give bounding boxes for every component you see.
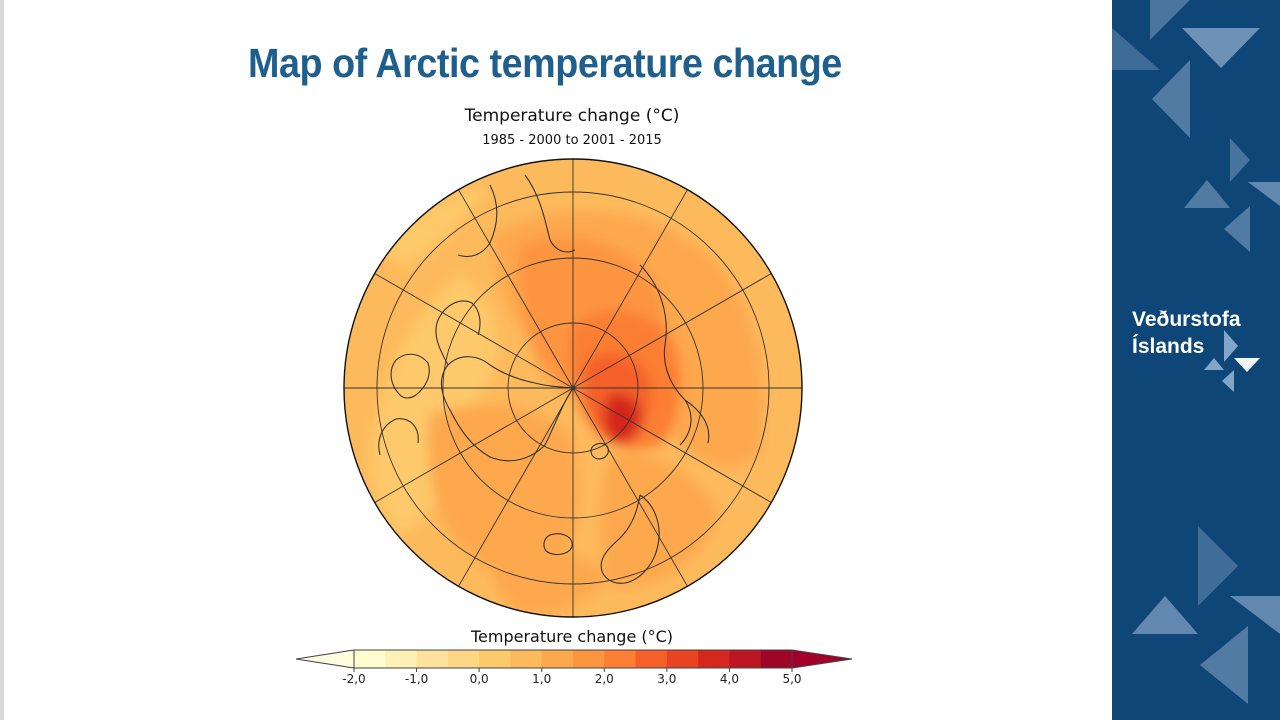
colorbar-extend-under — [295, 649, 355, 669]
eurasia-coast — [639, 264, 710, 446]
arctic-temperature-map — [343, 158, 803, 618]
decor-triangle — [1182, 28, 1260, 68]
map-boundary — [343, 158, 803, 618]
decor-triangle — [1222, 370, 1234, 392]
colorbar-cell — [635, 650, 668, 668]
alaska-siberia-coast — [457, 174, 576, 258]
map-title: Temperature change (°C) — [464, 106, 680, 126]
coastlines — [378, 174, 710, 584]
colorbar-cell — [510, 650, 543, 668]
decor-triangle — [1230, 596, 1280, 634]
colorbar-cell — [354, 650, 386, 668]
brand-wordmark: Veðurstofa Íslands — [1132, 306, 1241, 360]
scandinavia-coast — [600, 494, 660, 584]
decor-triangle — [1150, 0, 1190, 40]
colorbar-title: Temperature change (°C) — [470, 627, 674, 646]
decor-triangle — [1224, 206, 1250, 252]
decor-triangle — [1224, 330, 1238, 362]
decor-triangle — [1204, 358, 1224, 370]
colorbar-tick-label: -2,0 — [342, 672, 365, 686]
colorbar-tick-label: 5,0 — [782, 672, 801, 686]
colorbar-tick-label: 4,0 — [720, 672, 739, 686]
field-region — [428, 404, 580, 595]
meridian-line — [572, 189, 688, 389]
colorbar-extend-over — [791, 649, 853, 669]
meridian-line — [458, 189, 574, 389]
colorbar-cell — [447, 650, 480, 668]
colorbar-cell — [604, 650, 636, 668]
decor-triangle — [1184, 180, 1230, 208]
graticule — [344, 159, 802, 617]
meridian-line — [572, 273, 772, 389]
colorbar-cell — [729, 650, 762, 668]
meridian-line — [374, 387, 574, 503]
decor-triangle — [1200, 626, 1248, 704]
field-region — [603, 393, 643, 444]
decor-triangle — [1234, 358, 1260, 372]
decor-triangle — [1230, 138, 1250, 182]
colorbar-frame — [353, 649, 793, 669]
brand-sidebar: Veðurstofa Íslands — [1112, 0, 1280, 720]
colorbar-tick-label: 0,0 — [470, 672, 489, 686]
decor-triangle — [1152, 60, 1190, 138]
colorbar-cell — [698, 650, 730, 668]
temperature-field — [344, 159, 802, 617]
map-subtitle: 1985 - 2000 to 2001 - 2015 — [482, 133, 662, 148]
meridian-line — [572, 387, 772, 503]
triangle-pattern — [1112, 0, 1280, 704]
greenland-coast — [440, 356, 574, 462]
meridian-line — [572, 387, 688, 587]
slide-left-edge — [0, 0, 4, 720]
colorbar-cell — [479, 650, 511, 668]
colorbar-cell — [760, 650, 793, 668]
brand-line-1: Veðurstofa — [1132, 308, 1241, 331]
canadian-archipelago-coast — [378, 300, 481, 456]
colorbar-cell — [416, 650, 449, 668]
iceland-coast — [543, 533, 573, 556]
colorbar-tick-label: -1,0 — [405, 672, 428, 686]
field-region — [370, 275, 498, 535]
field-region — [380, 185, 490, 265]
colorbar-cell — [573, 650, 605, 668]
colorbar: -2,0 -1,0 0,0 1,0 2,0 3,0 4,0 5,0 — [295, 649, 853, 686]
colorbar-cell — [385, 650, 417, 668]
decor-triangle — [1248, 182, 1280, 206]
colorbar-tick-label: 2,0 — [595, 672, 614, 686]
decor-triangle — [1132, 596, 1198, 634]
meridian-line — [458, 387, 574, 587]
slide-title: Map of Arctic temperature change — [248, 40, 842, 86]
colorbar-cell — [666, 650, 699, 668]
meridian-line — [374, 273, 574, 389]
decor-triangle — [1198, 526, 1238, 606]
colorbar-cell — [541, 650, 574, 668]
decor-triangle — [1112, 28, 1160, 70]
brand-line-2: Íslands — [1132, 335, 1205, 358]
colorbar-tick-label: 3,0 — [657, 672, 676, 686]
field-region — [490, 547, 610, 616]
colorbar-tick-label: 1,0 — [532, 672, 551, 686]
